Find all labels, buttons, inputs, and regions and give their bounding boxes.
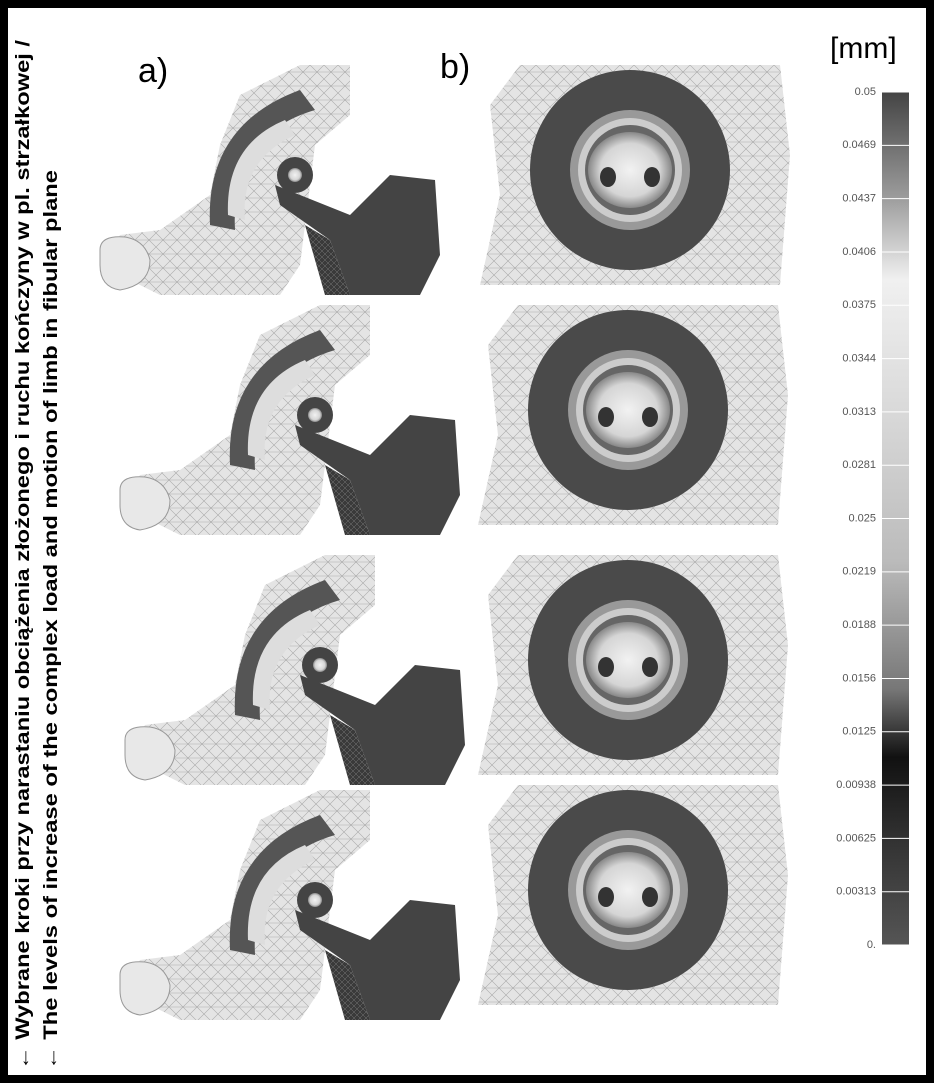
unit-label: [mm] <box>830 32 897 65</box>
tick-label: 0.00625 <box>836 832 876 844</box>
tick-label: 0. <box>867 939 876 951</box>
tick-label: 0.0375 <box>842 299 876 311</box>
figure: a) b) [mm] 0.05 0.0469 0.0437 0.0406 0.0375 0… <box>0 0 934 1083</box>
tick-label: 0.05 <box>855 86 876 98</box>
tick-label: 0.0313 <box>842 406 876 418</box>
caption-en: ← The levels of increase of the complex … <box>41 170 62 1070</box>
tick-label: 0.0125 <box>842 726 876 738</box>
panel-label: a) <box>138 52 168 90</box>
tick-label: 0.0188 <box>842 619 876 631</box>
tick-label: 0.0437 <box>842 193 876 205</box>
tick-label: 0.00313 <box>836 886 876 898</box>
tick-label: 0.0469 <box>842 139 876 151</box>
tick-label: 0.025 <box>848 512 876 524</box>
tick-label: 0.00938 <box>836 779 876 791</box>
page: a) b) [mm] 0.05 0.0469 0.0437 0.0406 0.0375 0… <box>0 0 934 1083</box>
panel-label: b) <box>440 48 470 86</box>
tick-label: 0.0344 <box>842 352 876 364</box>
tick-label: 0.0281 <box>842 459 876 471</box>
caption-pl: ← Wybrane kroki przy narastaniu obciążen… <box>13 39 34 1070</box>
tick-label: 0.0406 <box>842 246 876 258</box>
tick-label: 0.0219 <box>842 566 876 578</box>
tick-label: 0.0156 <box>842 672 876 684</box>
